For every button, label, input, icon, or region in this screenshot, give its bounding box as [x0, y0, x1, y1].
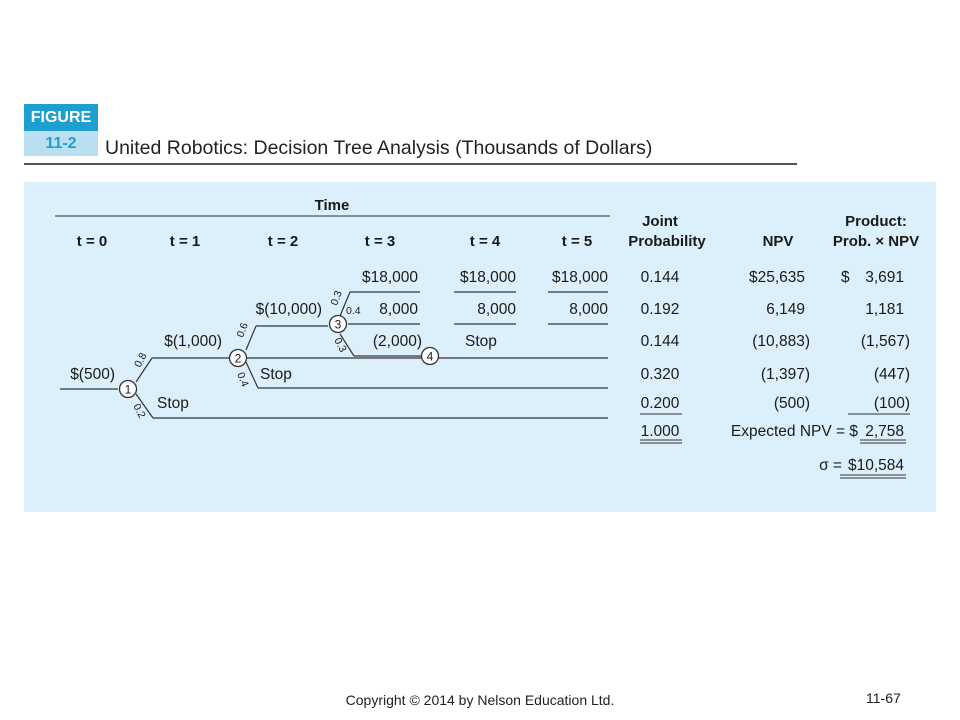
node-1: 1: [118, 379, 138, 399]
row0-t5: $18,000: [552, 269, 608, 286]
row0-t3: $18,000: [362, 269, 418, 286]
time-header: Time: [315, 197, 350, 214]
row3-product: (447): [874, 366, 910, 383]
col-product-2: Prob. × NPV: [833, 233, 919, 250]
node-3: 3: [328, 314, 348, 334]
title-rule: [24, 163, 797, 165]
col-t2: t = 2: [268, 233, 298, 250]
row1-t4: 8,000: [477, 301, 516, 318]
node-4: 4: [420, 346, 440, 366]
col-t3: t = 3: [365, 233, 395, 250]
row1-product: 1,181: [865, 301, 904, 318]
prob-n2-down: 0.4: [234, 371, 251, 389]
row4-npv: (500): [774, 395, 810, 412]
copyright-footer: Copyright © 2014 by Nelson Education Ltd…: [345, 692, 615, 708]
figure-panel: [24, 182, 936, 512]
node-3-label: 3: [335, 318, 342, 332]
col-t1: t = 1: [170, 233, 200, 250]
page-number: 11-67: [866, 690, 901, 706]
col-npv: NPV: [763, 233, 794, 250]
tree-branches: [60, 291, 608, 419]
row2-joint: 0.144: [641, 333, 680, 350]
prob-n2-up: 0.6: [235, 321, 251, 339]
node-2: 2: [228, 348, 248, 368]
node-1-label: 1: [125, 383, 132, 397]
expected-npv-label: Expected NPV = $: [731, 423, 858, 440]
row0-t4: $18,000: [460, 269, 516, 286]
sigma-value: $10,584: [848, 457, 904, 474]
row3-npv: (1,397): [761, 366, 810, 383]
col-t5: t = 5: [562, 233, 592, 250]
col-product-1: Product:: [845, 213, 907, 230]
row0-product: 3,691: [865, 269, 904, 286]
figure-number: 11-2: [24, 131, 98, 156]
prob-n3-mid: 0.4: [346, 305, 361, 317]
col-joint-1: Joint: [642, 213, 678, 230]
row2-t4: Stop: [465, 333, 497, 350]
col-joint-2: Probability: [628, 233, 706, 250]
row1-joint: 0.192: [641, 301, 680, 318]
row2-npv: (10,883): [752, 333, 810, 350]
col-t0: t = 0: [77, 233, 107, 250]
row1-t3: 8,000: [379, 301, 418, 318]
row0-joint: 0.144: [641, 269, 680, 286]
row1-t2: $(10,000): [256, 301, 322, 318]
row2-t1: $(1,000): [164, 333, 222, 350]
expected-npv-value: 2,758: [865, 423, 904, 440]
prob-n3-down: 0.3: [331, 336, 349, 355]
row2-product: (1,567): [861, 333, 910, 350]
row3-t0: $(500): [70, 366, 115, 383]
node-4-label: 4: [427, 350, 434, 364]
figure-label: FIGURE: [24, 104, 98, 131]
figure-badge: FIGURE 11-2: [24, 104, 98, 156]
row3-joint: 0.320: [641, 366, 680, 383]
prob-n3-up: 0.3: [329, 289, 345, 307]
row4-product: (100): [874, 395, 910, 412]
row1-npv: 6,149: [766, 301, 805, 318]
sigma-label: σ =: [819, 457, 842, 474]
row0-npv: $25,635: [749, 269, 805, 286]
row4-t1: Stop: [157, 395, 189, 412]
row4-joint: 0.200: [641, 395, 680, 412]
row2-t3: (2,000): [373, 333, 422, 350]
joint-total: 1.000: [641, 423, 680, 440]
col-t4: t = 4: [470, 233, 501, 250]
row0-product-sign: $: [841, 269, 850, 286]
node-2-label: 2: [235, 352, 242, 366]
row3-t2: Stop: [260, 366, 292, 383]
prob-n1-down: 0.2: [130, 402, 148, 421]
row1-t5: 8,000: [569, 301, 608, 318]
figure-title: United Robotics: Decision Tree Analysis …: [105, 137, 653, 159]
